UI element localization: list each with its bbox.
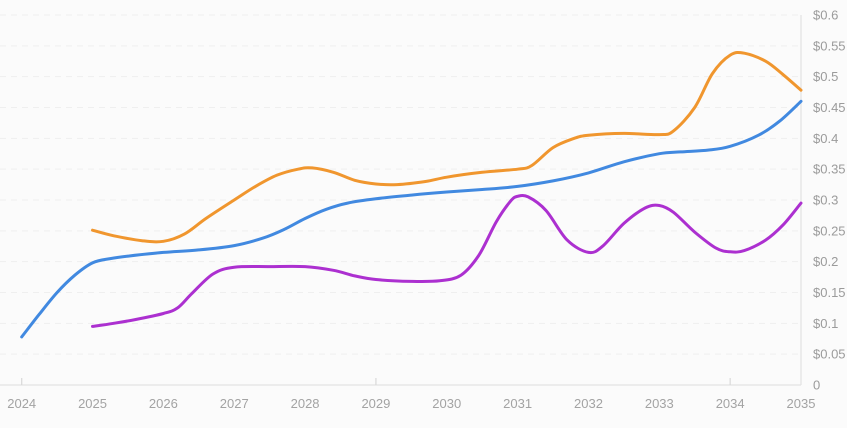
y-axis-label: $0.45	[813, 100, 846, 115]
x-axis-label: 2027	[220, 396, 249, 411]
y-axis-label: $0.6	[813, 8, 838, 23]
x-axis-label: 2032	[574, 396, 603, 411]
y-axis-label: $0.4	[813, 131, 838, 146]
y-axis-label: $0.35	[813, 162, 846, 177]
x-axis-label: 2029	[361, 396, 390, 411]
x-axis-label: 2025	[78, 396, 107, 411]
x-axis-label: 2028	[291, 396, 320, 411]
series-line-blue-series[interactable]	[20, 99, 803, 339]
y-axis-label: $0.05	[813, 347, 846, 362]
x-axis-label: 2024	[7, 396, 36, 411]
x-axis-label: 2026	[149, 396, 178, 411]
y-axis-label: $0.5	[813, 69, 838, 84]
y-axis-label: $0.55	[813, 38, 846, 53]
y-axis-label: $0.2	[813, 254, 838, 269]
y-axis-label: $0.1	[813, 316, 838, 331]
y-axis-label: $0.15	[813, 285, 846, 300]
x-axis-label: 2035	[787, 396, 816, 411]
series-line-purple-series[interactable]	[91, 193, 803, 328]
x-axis-label: 2033	[645, 396, 674, 411]
series-line-orange-series[interactable]	[91, 50, 803, 244]
y-axis-label: $0.25	[813, 223, 846, 238]
x-axis-label: 2034	[716, 396, 745, 411]
y-axis-label: $0.3	[813, 193, 838, 208]
y-axis-label: 0	[813, 378, 820, 393]
x-axis-label: 2031	[503, 396, 532, 411]
x-axis-label: 2030	[432, 396, 461, 411]
